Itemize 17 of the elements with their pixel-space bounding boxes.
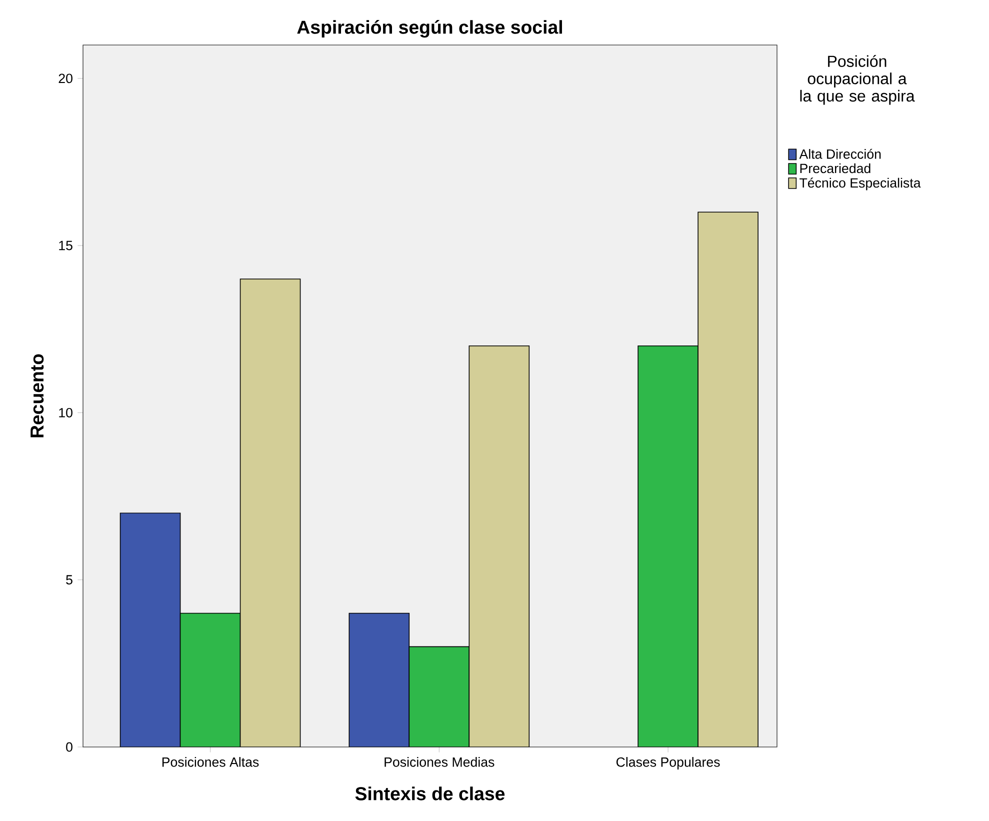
- x-tick-label: Posiciones Altas: [162, 757, 259, 767]
- bar: [120, 512, 181, 747]
- chart-title: Aspiración según clase social: [297, 20, 562, 38]
- y-tick-label: 10: [59, 408, 72, 418]
- y-tick-label: 15: [59, 240, 72, 250]
- bar: [348, 612, 410, 747]
- legend-label: Técnico Especialista: [800, 178, 921, 190]
- x-tick-label: Clases Populares: [616, 757, 720, 770]
- legend-title: Posición ocupacional a la que se aspira: [800, 55, 915, 105]
- y-axis-title: Recuento: [30, 354, 44, 438]
- legend-label: Precariedad: [800, 163, 870, 174]
- x-axis-title: Sintexis de clase: [355, 786, 505, 800]
- legend-label: Alta Dirección: [799, 148, 881, 159]
- y-tick-label: 5: [66, 575, 72, 584]
- y-tick-label: 20: [58, 74, 72, 84]
- y-tick-label: 0: [66, 742, 72, 752]
- x-tick-label: Posiciones Medias: [384, 757, 494, 767]
